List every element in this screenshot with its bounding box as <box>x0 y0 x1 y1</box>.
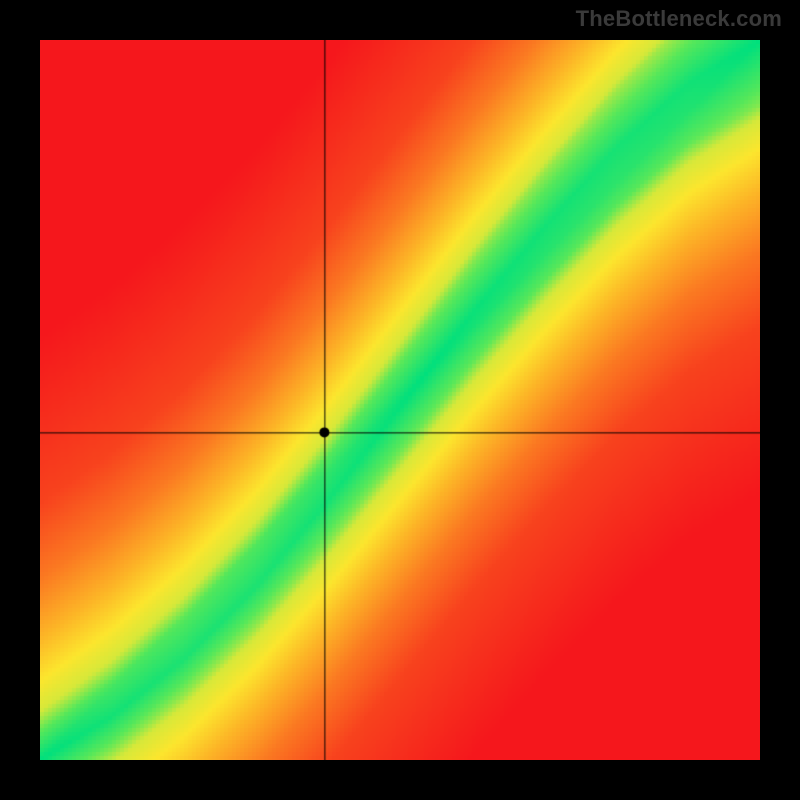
bottleneck-heatmap <box>40 40 760 760</box>
watermark-text: TheBottleneck.com <box>576 6 782 32</box>
heatmap-canvas <box>40 40 760 760</box>
